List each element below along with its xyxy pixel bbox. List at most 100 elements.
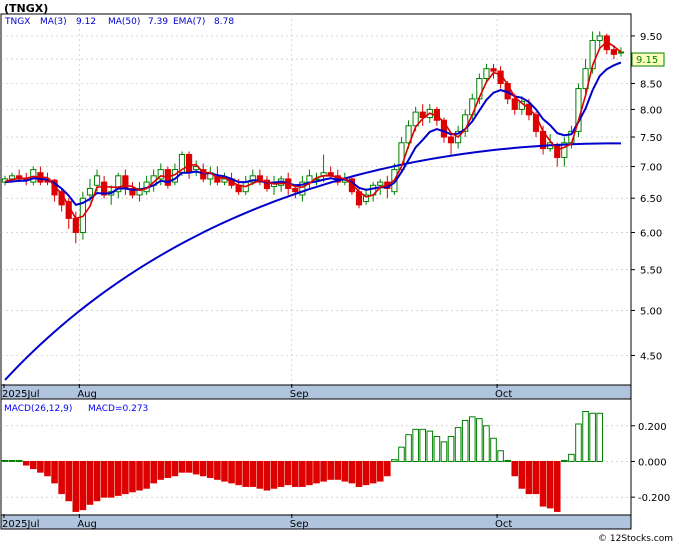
- macd-bar-positive: [433, 435, 441, 462]
- macd-bar-negative: [136, 460, 143, 491]
- macd-bar-negative: [546, 460, 554, 509]
- macd-bar-positive: [596, 412, 604, 462]
- macd-bar-negative: [122, 460, 129, 495]
- candle-up: [596, 35, 603, 41]
- macd-bar-positive: [468, 416, 476, 462]
- candle-up: [589, 39, 596, 70]
- macd-bar-negative: [214, 460, 221, 480]
- macd-value-label: MACD=0.273: [88, 404, 148, 414]
- macd-date-band: [0, 514, 632, 530]
- macd-bar-negative: [44, 460, 51, 477]
- candle-up: [157, 169, 164, 180]
- macd-bar-positive: [461, 419, 469, 462]
- macd-bar-positive: [398, 446, 405, 462]
- macd-label: MACD(26,12,9): [4, 404, 72, 414]
- macd-bar-negative: [37, 460, 44, 473]
- macd-bar-negative: [185, 460, 193, 473]
- candle-up: [561, 142, 568, 158]
- macd-bar-negative: [518, 460, 526, 489]
- macd-bar-negative: [263, 460, 271, 491]
- macd-bar-negative: [93, 460, 101, 502]
- macd-bar-positive: [419, 428, 427, 462]
- macd-tick-label: -0.200: [638, 493, 670, 504]
- macd-bar-negative: [86, 460, 94, 505]
- macd-bar-negative: [100, 460, 108, 498]
- date-tick-label: Sep: [290, 519, 309, 530]
- macd-bar-negative: [221, 460, 228, 482]
- ma3-line: [4, 40, 622, 220]
- macd-bar-negative: [249, 460, 257, 487]
- candle-up: [299, 181, 306, 196]
- candle-down: [256, 175, 263, 183]
- legend-ma3-value: 9.12: [76, 17, 96, 27]
- price-tick-label: 5.50: [640, 266, 662, 277]
- axis-labels: 2025Jul Aug Sep Oct 2025Jul Aug Sep Oct: [2, 384, 512, 530]
- macd-bar-negative: [72, 460, 80, 512]
- date-tick-label: 2025Jul: [2, 519, 40, 530]
- price-plot-area: [0, 13, 632, 386]
- macd-bar-negative: [348, 460, 356, 484]
- macd-bar-negative: [355, 460, 363, 487]
- macd-bar-negative: [327, 460, 334, 480]
- macd-bar-negative: [270, 460, 278, 489]
- candle-down: [292, 187, 299, 193]
- macd-bar-negative: [256, 460, 264, 489]
- candle-down: [490, 68, 497, 72]
- candle-down: [610, 49, 617, 55]
- candle-up: [93, 175, 101, 186]
- candle-up: [86, 187, 94, 196]
- candle-up: [362, 194, 370, 203]
- candle-down: [185, 153, 193, 174]
- macd-bar-negative: [58, 460, 65, 495]
- macd-bar-negative: [553, 460, 561, 512]
- macd-bar-negative: [313, 460, 320, 484]
- price-tick-label: 8.00: [640, 105, 662, 116]
- price-tick-label: 7.00: [640, 163, 662, 174]
- macd-bar-positive: [440, 441, 448, 462]
- candle-up: [377, 181, 384, 186]
- candle-up: [115, 175, 122, 193]
- macd-bar-negative: [291, 460, 299, 487]
- legend-ma50-value: 7.39: [148, 17, 168, 27]
- macd-bar-negative: [107, 460, 115, 498]
- candle-up: [483, 68, 490, 80]
- candle-down: [511, 98, 518, 110]
- candle-down: [101, 181, 108, 196]
- price-lines: [4, 40, 622, 381]
- date-tick-label: Sep: [290, 389, 309, 400]
- macd-bar-negative: [320, 460, 327, 482]
- macd-bar-negative: [228, 460, 235, 484]
- candle-up: [221, 178, 228, 183]
- price-tick-label: 7.50: [640, 133, 662, 144]
- macd-bar-positive: [582, 410, 589, 462]
- macd-bar-positive: [561, 459, 568, 462]
- macd-bar-negative: [192, 460, 200, 475]
- footer-credit: © 12Stocks.com: [598, 534, 673, 544]
- legend-ema7-value: 8.78: [214, 17, 234, 27]
- legend-ema7-label: EMA(7): [173, 17, 205, 27]
- price-legend: TNGX MA(3) 9.12 MA(50) 7.39 EMA(7) 8.78: [4, 17, 234, 27]
- candle-down: [440, 119, 448, 138]
- macd-bar-negative: [299, 460, 306, 487]
- date-tick-label: Aug: [77, 519, 97, 530]
- macd-bar-positive: [476, 418, 483, 462]
- macd-bar-negative: [164, 460, 172, 479]
- ma50-line: [4, 142, 621, 381]
- macd-bar-negative: [143, 460, 150, 489]
- price-panel: 9.509.008.508.007.507.006.506.005.505.00…: [0, 13, 662, 515]
- macd-bar-negative: [171, 460, 179, 477]
- legend-ma50-label: MA(50): [108, 17, 140, 27]
- candle-up: [136, 187, 143, 196]
- macd-bar-negative: [51, 460, 58, 484]
- candle-up: [405, 125, 412, 144]
- date-tick-label: Oct: [495, 389, 512, 400]
- price-tick-label: 4.50: [640, 351, 662, 362]
- price-tick-label: 8.50: [640, 80, 662, 91]
- legend-ticker: TNGX: [4, 17, 30, 27]
- date-tick-label: 2025Jul: [2, 389, 40, 400]
- macd-bar-negative: [334, 460, 342, 480]
- macd-bar-negative: [511, 460, 519, 477]
- macd-bar-positive: [497, 450, 504, 462]
- macd-bar-negative: [362, 460, 370, 486]
